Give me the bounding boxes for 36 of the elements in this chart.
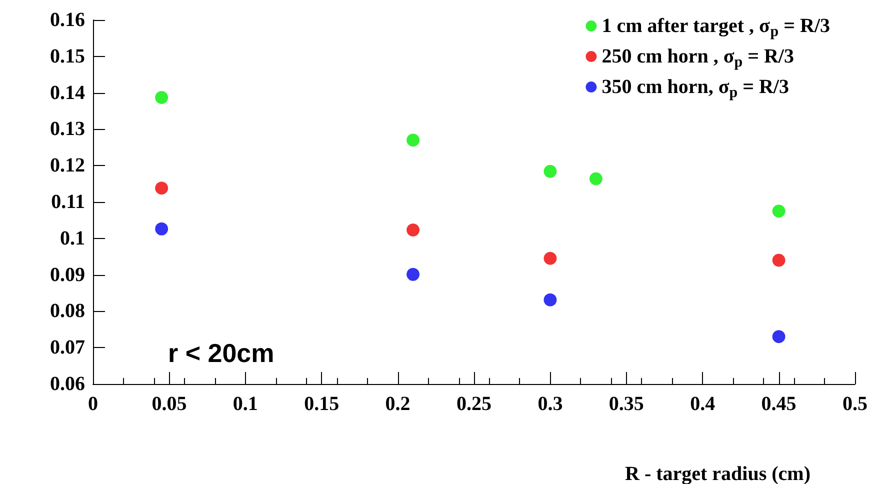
point xyxy=(544,252,557,265)
x-tick-label: 0.45 xyxy=(761,393,796,415)
point xyxy=(544,293,557,306)
point xyxy=(155,222,168,236)
x-tick-label: 0 xyxy=(88,393,98,415)
y-tick-label: 0.14 xyxy=(50,82,85,104)
point xyxy=(155,182,168,195)
x-tick-label: 0.1 xyxy=(232,393,258,415)
x-tick-label: 0.15 xyxy=(304,393,340,415)
point xyxy=(406,268,420,281)
point xyxy=(589,172,602,186)
y-tick-label: 0.11 xyxy=(51,191,85,213)
x-tick-label: 0.25 xyxy=(456,393,492,415)
x-tick-label: 0.3 xyxy=(538,393,563,415)
point xyxy=(544,164,557,178)
point xyxy=(772,254,786,267)
x-tick-label: 0.5 xyxy=(842,393,868,415)
point xyxy=(155,91,168,104)
y-tick-label: 0.1 xyxy=(60,227,85,250)
x-tick-label: 0.4 xyxy=(690,393,716,415)
y-tick-label: 0.08 xyxy=(50,300,85,322)
y-tick-label: 0.07 xyxy=(50,336,85,359)
y-tick-label: 0.13 xyxy=(50,118,85,140)
y-tick-label: 0.15 xyxy=(50,45,85,68)
point xyxy=(772,330,786,344)
point xyxy=(772,204,786,218)
y-tick-label: 0.09 xyxy=(50,264,85,286)
x-tick-label: 0.35 xyxy=(608,393,644,415)
y-tick-label: 0.12 xyxy=(50,154,85,177)
point xyxy=(406,134,420,147)
annotation: r < 20cm xyxy=(168,338,274,368)
y-tick-label: 0.16 xyxy=(50,9,85,31)
point xyxy=(406,224,420,237)
x-tick-label: 0.05 xyxy=(152,393,187,415)
y-tick-label: 0.06 xyxy=(50,373,85,395)
x-tick-label: 0.2 xyxy=(385,393,410,415)
